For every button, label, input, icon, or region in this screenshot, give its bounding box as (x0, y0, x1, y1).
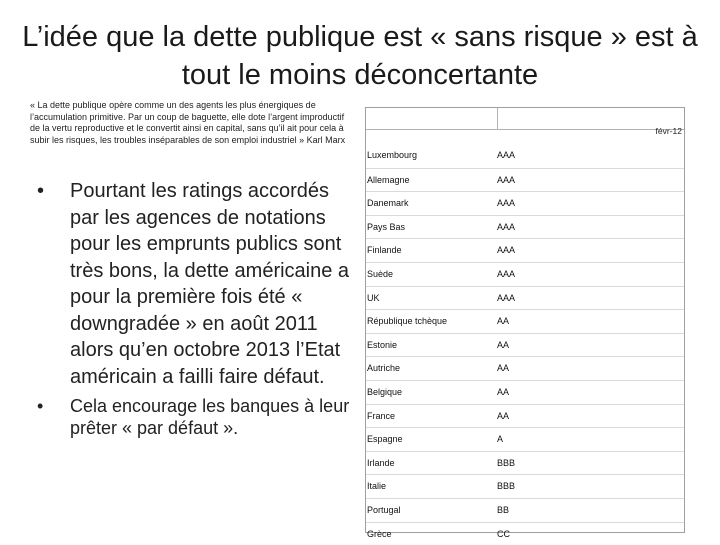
country-cell: Autriche (366, 357, 497, 380)
rating-cell: BBB (497, 475, 684, 498)
rating-cell: AAA (497, 216, 684, 239)
marx-quote: « La dette publique opère comme un des a… (30, 100, 350, 146)
country-cell: Pays Bas (366, 216, 497, 239)
rating-cell: AA (497, 334, 684, 357)
rating-cell: AA (497, 405, 684, 428)
rating-cell: AAA (497, 169, 684, 192)
bullet-marker: • (37, 178, 44, 205)
rating-cell: AA (497, 310, 684, 333)
country-cell: Portugal (366, 499, 497, 522)
country-cell: Irlande (366, 452, 497, 475)
header-spacer (366, 130, 684, 144)
date-header: févr-12 (656, 126, 682, 136)
rating-cell: AAA (497, 144, 684, 168)
bullet-list: • Pourtant les ratings accordés par les … (30, 178, 350, 439)
country-cell: République tchèque (366, 310, 497, 333)
country-cell: Allemagne (366, 169, 497, 192)
bullet-item: • Pourtant les ratings accordés par les … (30, 178, 350, 390)
country-cell: Estonie (366, 334, 497, 357)
bullet-text: Cela encourage les banques à leur prêter… (70, 396, 349, 438)
country-cell: Luxembourg (366, 144, 497, 168)
rating-cell: AA (497, 357, 684, 380)
rating-cell: BB (497, 499, 684, 522)
country-cell: Italie (366, 475, 497, 498)
header-date-cell: févr-12 (498, 108, 684, 129)
country-cell: Belgique (366, 381, 497, 404)
rating-cell: AAA (497, 192, 684, 215)
rating-cell: A (497, 428, 684, 451)
header-country-cell (366, 108, 498, 129)
rating-cell: AAA (497, 287, 684, 310)
country-cell: Suède (366, 263, 497, 286)
country-cell: UK (366, 287, 497, 310)
rating-cell: AAA (497, 263, 684, 286)
country-cell: France (366, 405, 497, 428)
rating-cell: CC (497, 523, 684, 545)
bullet-text: Pourtant les ratings accordés par les ag… (70, 180, 349, 388)
rating-cell: BBB (497, 452, 684, 475)
rating-cell: AA (497, 381, 684, 404)
table-header: févr-12 (366, 108, 684, 130)
bullet-item: • Cela encourage les banques à leur prêt… (30, 395, 350, 439)
slide-title: L’idée que la dette publique est « sans … (10, 18, 710, 94)
country-cell: Finlande (366, 239, 497, 262)
country-cell: Grèce (366, 523, 497, 545)
country-cell: Danemark (366, 192, 497, 215)
bullet-marker: • (37, 395, 43, 417)
rating-cell: AAA (497, 239, 684, 262)
country-cell: Espagne (366, 428, 497, 451)
